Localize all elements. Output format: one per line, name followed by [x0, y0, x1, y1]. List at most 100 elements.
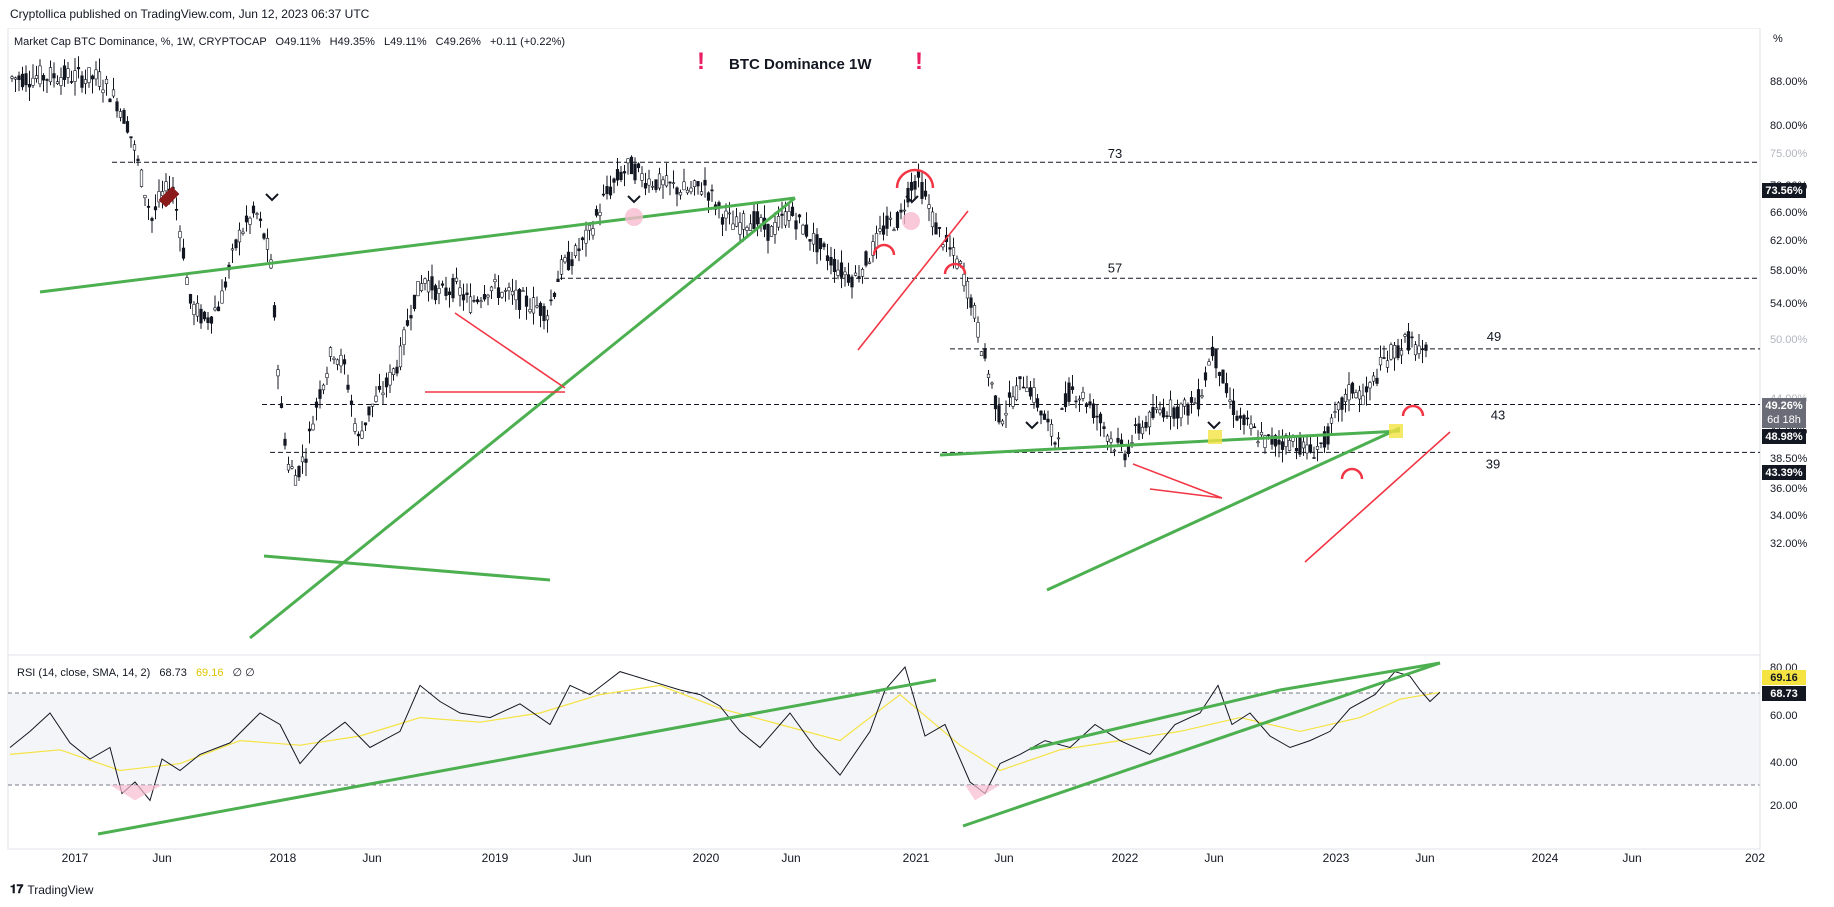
- candle-body: [1091, 403, 1096, 418]
- candle-body: [885, 215, 889, 229]
- candle-body: [283, 438, 287, 446]
- candle-body: [1207, 361, 1211, 366]
- time-tick-label: 2022: [1112, 851, 1139, 865]
- candle-body: [87, 67, 91, 83]
- price-chart[interactable]: Market Cap BTC Dominance, %, 1W, CRYPTOC…: [0, 28, 1834, 656]
- candle-body: [878, 228, 882, 232]
- rsi-lines: [9, 665, 1441, 802]
- chart-title: BTC Dominance 1W: [729, 56, 872, 73]
- candle-body: [174, 208, 179, 211]
- symbol-name: Market Cap BTC Dominance, %, 1W, CRYPTOC…: [14, 36, 266, 48]
- candle-body: [934, 222, 938, 235]
- candle-body: [860, 269, 865, 277]
- rsi-oversold-fill: [110, 785, 162, 801]
- rsi-chart[interactable]: RSI (14, close, SMA, 14, 2) 68.73 69.16 …: [0, 655, 1834, 855]
- candle-body: [1392, 345, 1397, 359]
- time-tick-label: Jun: [994, 851, 1013, 865]
- candle-body: [160, 191, 165, 197]
- candle-body: [342, 359, 347, 365]
- candle-body: [1133, 424, 1138, 426]
- candle-body: [1172, 407, 1176, 419]
- candle-body: [545, 315, 550, 321]
- candle-body: [731, 223, 735, 230]
- candle-body: [300, 456, 305, 463]
- candle-body: [654, 179, 658, 190]
- candle-body: [752, 211, 756, 229]
- candle-body: [286, 464, 291, 471]
- candle-body: [164, 181, 168, 192]
- rsi-tick-label: 40.00: [1770, 757, 1798, 769]
- candle-body: [794, 220, 798, 230]
- candle-body: [1263, 435, 1267, 448]
- candle-body: [951, 247, 956, 256]
- candle-body: [619, 171, 623, 181]
- candle-body: [314, 401, 319, 408]
- candle-body: [437, 288, 441, 294]
- candle-body: [948, 247, 952, 250]
- candle-body: [405, 320, 410, 326]
- candle-body: [339, 354, 343, 367]
- time-tick-label: 2020: [693, 851, 720, 865]
- time-axis[interactable]: 2017 Jun 2018 Jun 2019 Jun 2020 Jun 2021 Jun 2022 J…: [0, 848, 1834, 874]
- candle-body: [892, 229, 896, 232]
- trendline-red: [1149, 488, 1223, 499]
- candle-body: [1322, 431, 1327, 448]
- candle-body: [1046, 418, 1050, 423]
- candle-body: [990, 382, 994, 385]
- highlight-square: [1389, 424, 1403, 438]
- candle-body: [629, 156, 634, 175]
- candle-body: [738, 222, 742, 235]
- arc-marker-icon: [895, 168, 935, 189]
- candle-body: [416, 281, 420, 297]
- candle-body: [146, 205, 151, 208]
- candle-body: [454, 277, 459, 282]
- candle-body: [1098, 413, 1103, 424]
- candle-body: [598, 211, 602, 216]
- candle-body: [790, 206, 795, 216]
- level-label: 39: [1486, 456, 1500, 471]
- candle-body: [311, 423, 315, 431]
- candle-body: [1256, 441, 1260, 444]
- trendline-green: [939, 429, 1401, 457]
- candle-body: [181, 247, 186, 259]
- candle-body: [129, 136, 133, 139]
- candle-body: [31, 77, 35, 86]
- candle-body: [1200, 395, 1204, 398]
- candle-body: [867, 261, 872, 264]
- candle-body: [566, 251, 571, 271]
- candle-body: [612, 178, 616, 183]
- candle-body: [69, 81, 74, 83]
- candle-body: [27, 83, 32, 88]
- candle-body: [1399, 350, 1404, 356]
- candle-body: [853, 272, 858, 276]
- candle-body: [48, 67, 53, 83]
- candle-body: [472, 300, 476, 302]
- candle-body: [605, 186, 609, 195]
- candle-body: [734, 216, 739, 227]
- candle-body: [556, 278, 560, 283]
- candle-body: [962, 273, 966, 287]
- candle-body: [997, 405, 1001, 423]
- svg-text:69.16: 69.16: [1770, 672, 1798, 684]
- candle-body: [1336, 402, 1341, 411]
- chevron-down-icon: [1025, 421, 1039, 430]
- candle-body: [902, 209, 907, 212]
- candle-body: [1424, 344, 1428, 351]
- candle-body: [503, 290, 508, 292]
- candle-body: [1095, 415, 1099, 418]
- candle-body: [507, 287, 511, 292]
- candle-body: [59, 77, 63, 86]
- price-tick-label: 88.00%: [1770, 76, 1808, 88]
- candle-body: [1273, 435, 1278, 447]
- candle-body: [510, 291, 515, 296]
- candle-body: [1270, 435, 1274, 445]
- candle-body: [482, 294, 487, 300]
- candle-body: [1245, 417, 1250, 420]
- candle-body: [367, 406, 371, 416]
- candle-body: [570, 259, 574, 267]
- candle-body: [608, 186, 613, 196]
- rsi-trendline-green: [962, 661, 1441, 828]
- level-label: 43: [1491, 408, 1505, 423]
- candle-body: [1137, 423, 1141, 434]
- svg-text:68.73: 68.73: [1770, 688, 1798, 700]
